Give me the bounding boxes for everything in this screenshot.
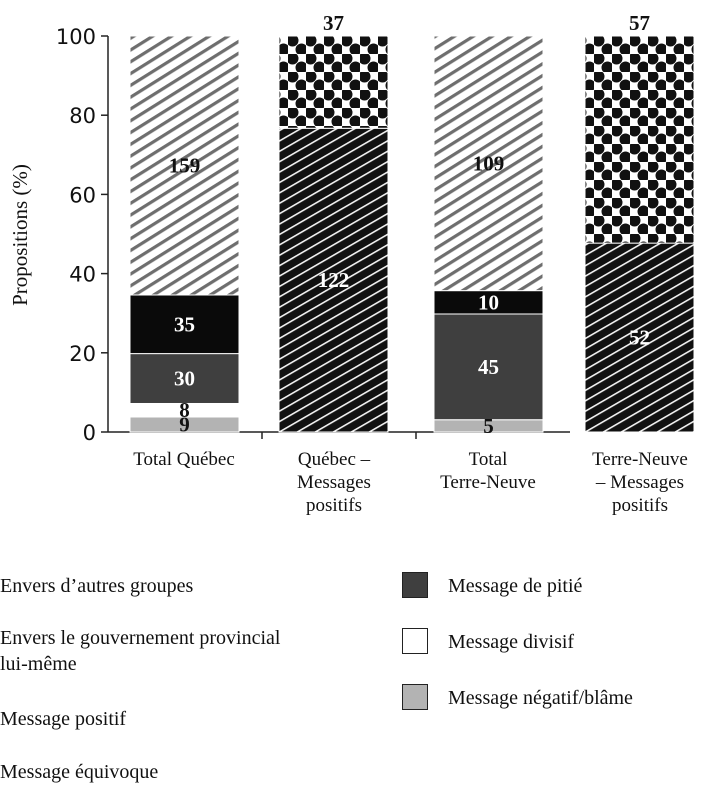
- y-tick-label-60: 60: [69, 183, 96, 207]
- data-label-message-negatif-blame-1: 9: [179, 412, 190, 436]
- y-axis-title: Propositions (%): [8, 164, 32, 306]
- data-label-message-negatif-blame-3: 5: [483, 414, 494, 438]
- bar-segment-message-positif-3: [433, 35, 544, 292]
- x-tick-label-2-line-1: Québec –: [298, 449, 371, 470]
- bar-segment-envers-le-gouvernement-provincial-lui-meme-4: [584, 242, 695, 433]
- y-tick-label-100: 100: [56, 25, 96, 49]
- legend-item-message-equivoque: Message équivoque: [0, 761, 159, 783]
- stacked-bar-chart: Propositions (%) 0 20 40 60 80 100 98 30 35 159 1…: [8, 11, 695, 516]
- data-label-message-positif-1: 159: [169, 153, 201, 177]
- x-tick-label-2-line-2: Messages: [297, 472, 371, 493]
- legend-item-message-de-pitie: Message de pitié: [448, 575, 583, 597]
- data-label-message-equivoque-1: 35: [174, 312, 195, 336]
- legend-item-message-negatif-blame: Message négatif/blâme: [448, 687, 633, 709]
- x-tick-label-4-line-1: Terre-Neuve: [592, 449, 688, 470]
- bars: [129, 35, 695, 433]
- data-label-message-divisif-1: 8: [179, 398, 190, 422]
- legend-swatch-pitie: [402, 572, 428, 598]
- y-tick-label-40: 40: [69, 263, 96, 287]
- bar-segment-message-positif-1: [129, 35, 240, 296]
- data-label-envers-d-autres-groupes-4: 57: [629, 11, 650, 35]
- y-tick-label-80: 80: [69, 104, 96, 128]
- bar-segment-envers-d-autres-groupes-4: [584, 35, 695, 244]
- x-tick-label-4-line-2: – Messages: [595, 472, 684, 493]
- x-tick-label-3-line-2: Terre-Neuve: [440, 472, 536, 493]
- x-tick-label-2-line-3: positifs: [306, 495, 362, 516]
- legend-swatch-negatif-blame: [402, 684, 428, 710]
- data-label-message-equivoque-3: 10: [478, 290, 499, 314]
- x-tick-label-4-line-3: positifs: [612, 495, 668, 516]
- legend-item-envers-gouvernement-line1: Envers le gouvernement provincial: [0, 627, 281, 649]
- legend-swatch-divisif: [402, 628, 428, 654]
- bar-segment-envers-d-autres-groupes-2: [278, 35, 389, 129]
- data-label-message-de-pitie-3: 45: [478, 355, 499, 379]
- legend-item-message-positif: Message positif: [0, 708, 127, 730]
- data-label-envers-le-gouvernement-provincial-lui-meme-4: 52: [629, 326, 650, 350]
- y-tick-label-0: 0: [83, 421, 96, 445]
- bar-labels: 98 30 35 159 122 37 5 45 10 109 52 57: [169, 11, 650, 438]
- data-label-envers-d-autres-groupes-2: 37: [323, 11, 344, 35]
- data-label-envers-le-gouvernement-provincial-lui-meme-2: 122: [318, 268, 350, 292]
- legend-item-envers-gouvernement-line2: lui-même: [0, 653, 77, 675]
- x-tick-label-1-line-1: Total Québec: [133, 449, 235, 470]
- data-label-message-positif-3: 109: [473, 151, 505, 175]
- x-tick-label-3-line-1: Total: [469, 449, 508, 470]
- data-label-message-de-pitie-1: 30: [174, 367, 195, 391]
- bar-segment-message-de-pitie-3: [433, 313, 544, 421]
- legend-item-message-divisif: Message divisif: [448, 631, 575, 653]
- y-tick-label-20: 20: [69, 342, 96, 366]
- bar-segment-envers-le-gouvernement-provincial-lui-meme-2: [278, 127, 389, 433]
- x-tick-labels: Total Québec Québec –MessagespositifsTota…: [133, 449, 688, 516]
- legend-item-envers-autres-groupes: Envers d’autres groupes: [0, 575, 194, 597]
